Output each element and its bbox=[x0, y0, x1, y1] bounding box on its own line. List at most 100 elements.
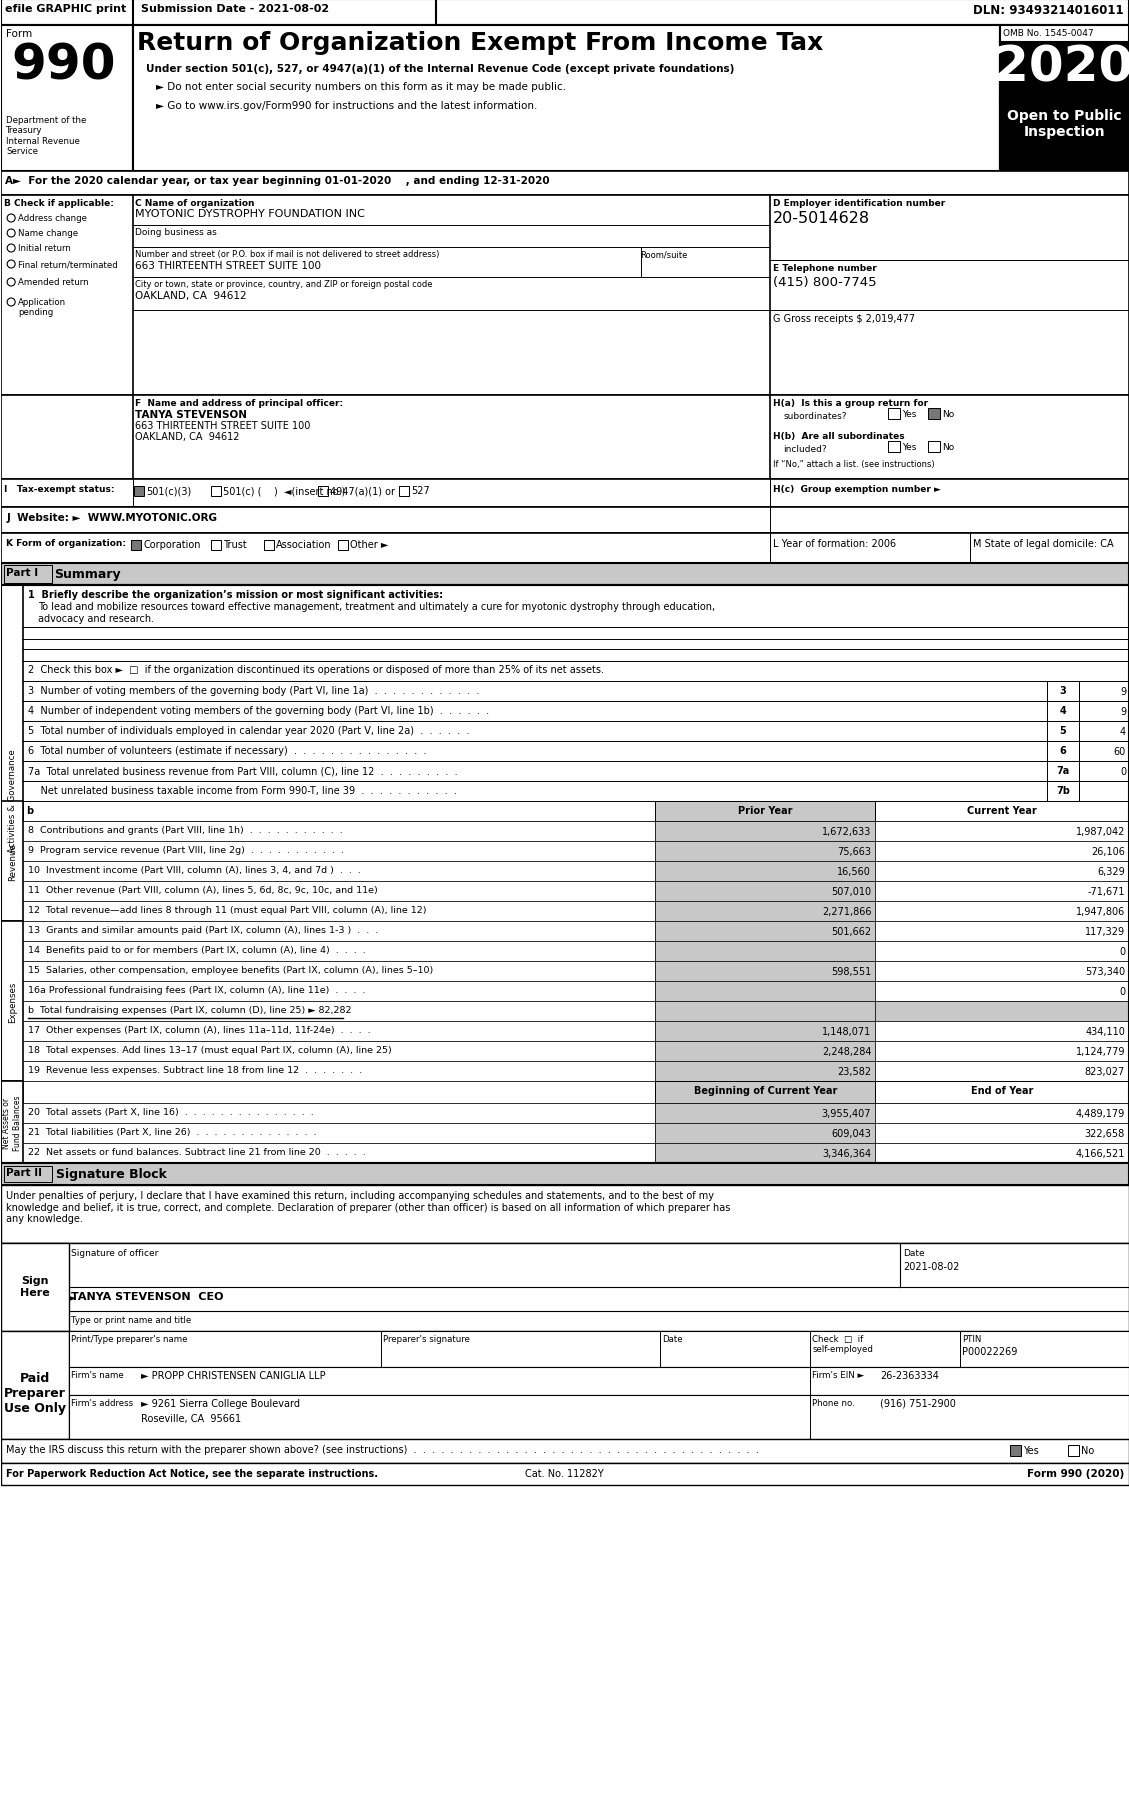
Bar bbox=[875, 1124, 1129, 1144]
Bar bbox=[1047, 681, 1079, 701]
Text: Application
pending: Application pending bbox=[18, 298, 67, 318]
Bar bbox=[1, 1464, 1129, 1485]
Bar bbox=[656, 1124, 875, 1144]
Bar bbox=[1079, 761, 1129, 782]
Text: 12  Total revenue—add lines 8 through 11 (must equal Part VIII, column (A), line: 12 Total revenue—add lines 8 through 11 … bbox=[28, 905, 427, 914]
Text: Address change: Address change bbox=[18, 213, 87, 222]
Text: Activities & Governance: Activities & Governance bbox=[8, 748, 17, 853]
Text: Form 990 (2020): Form 990 (2020) bbox=[1026, 1467, 1124, 1478]
Bar bbox=[24, 802, 1129, 822]
Text: Corporation: Corporation bbox=[143, 540, 201, 549]
Text: No: No bbox=[943, 443, 954, 452]
Text: L Year of formation: 2006: L Year of formation: 2006 bbox=[773, 538, 896, 549]
Text: Sign
Here: Sign Here bbox=[20, 1276, 50, 1297]
Text: Paid
Preparer
Use Only: Paid Preparer Use Only bbox=[5, 1372, 67, 1415]
Text: 3: 3 bbox=[1060, 685, 1067, 696]
Text: OAKLAND, CA  94612: OAKLAND, CA 94612 bbox=[135, 432, 239, 441]
Text: b  Total fundraising expenses (Part IX, column (D), line 25) ► 82,282: b Total fundraising expenses (Part IX, c… bbox=[28, 1005, 351, 1014]
Text: Print/Type preparer's name: Print/Type preparer's name bbox=[71, 1334, 187, 1343]
Text: 0: 0 bbox=[1120, 766, 1126, 777]
Text: Preparer's signature: Preparer's signature bbox=[383, 1334, 470, 1343]
Text: Net Assets or
Fund Balances: Net Assets or Fund Balances bbox=[2, 1095, 21, 1149]
Text: Yes: Yes bbox=[1023, 1446, 1039, 1455]
Text: 9: 9 bbox=[1120, 707, 1126, 717]
Text: 598,551: 598,551 bbox=[831, 967, 872, 976]
Text: Under section 501(c), 527, or 4947(a)(1) of the Internal Revenue Code (except pr: Under section 501(c), 527, or 4947(a)(1)… bbox=[146, 63, 734, 74]
Bar bbox=[24, 822, 656, 842]
Text: Submission Date - 2021-08-02: Submission Date - 2021-08-02 bbox=[141, 4, 330, 14]
Text: 990: 990 bbox=[11, 42, 115, 90]
Text: 1,672,633: 1,672,633 bbox=[822, 826, 872, 837]
Text: 75,663: 75,663 bbox=[838, 846, 872, 857]
Bar bbox=[1047, 782, 1079, 802]
Text: 501(c)(3): 501(c)(3) bbox=[146, 486, 191, 495]
Text: 9: 9 bbox=[1120, 687, 1126, 698]
Text: 2  Check this box ►  □  if the organization discontinued its operations or dispo: 2 Check this box ► □ if the organization… bbox=[28, 665, 604, 674]
Bar bbox=[928, 441, 940, 454]
Text: 10  Investment income (Part VIII, column (A), lines 3, 4, and 7d )  .  .  .: 10 Investment income (Part VIII, column … bbox=[28, 866, 361, 875]
Text: ►: ► bbox=[69, 1292, 77, 1301]
Text: 527: 527 bbox=[411, 486, 429, 495]
Text: ► PROPP CHRISTENSEN CANIGLIA LLP: ► PROPP CHRISTENSEN CANIGLIA LLP bbox=[141, 1370, 325, 1381]
Text: 3,955,407: 3,955,407 bbox=[822, 1108, 872, 1119]
Bar bbox=[69, 1332, 1129, 1368]
Bar bbox=[1, 1081, 24, 1164]
Text: Type or print name and title: Type or print name and title bbox=[71, 1315, 191, 1325]
Text: End of Year: End of Year bbox=[971, 1086, 1033, 1095]
Bar bbox=[656, 902, 875, 922]
Text: ► Go to www.irs.gov/Form990 for instructions and the latest information.: ► Go to www.irs.gov/Form990 for instruct… bbox=[156, 101, 537, 110]
Text: 823,027: 823,027 bbox=[1085, 1066, 1124, 1077]
Bar bbox=[133, 25, 1000, 172]
Text: b: b bbox=[26, 806, 33, 815]
Text: 23,582: 23,582 bbox=[837, 1066, 872, 1077]
Bar bbox=[1, 922, 24, 1081]
Text: 609,043: 609,043 bbox=[831, 1128, 872, 1138]
Text: 0: 0 bbox=[1119, 987, 1124, 996]
Text: TANYA STEVENSON: TANYA STEVENSON bbox=[135, 410, 247, 419]
Text: Prior Year: Prior Year bbox=[738, 806, 793, 815]
Bar bbox=[1000, 43, 1129, 99]
Text: 3  Number of voting members of the governing body (Part VI, line 1a)  .  .  .  .: 3 Number of voting members of the govern… bbox=[28, 685, 480, 696]
Bar bbox=[875, 882, 1129, 902]
Text: Yes: Yes bbox=[902, 410, 917, 419]
Text: Part II: Part II bbox=[6, 1167, 42, 1178]
Bar bbox=[656, 1144, 875, 1164]
Text: 8  Contributions and grants (Part VIII, line 1h)  .  .  .  .  .  .  .  .  .  .  : 8 Contributions and grants (Part VIII, l… bbox=[28, 826, 343, 835]
Text: 2,271,866: 2,271,866 bbox=[822, 907, 872, 916]
Text: Cat. No. 11282Y: Cat. No. 11282Y bbox=[525, 1467, 604, 1478]
Text: No: No bbox=[943, 410, 954, 419]
Bar bbox=[399, 486, 409, 497]
Bar bbox=[24, 941, 656, 961]
Text: Phone no.: Phone no. bbox=[813, 1399, 855, 1408]
Text: 26,106: 26,106 bbox=[1091, 846, 1124, 857]
Text: B Check if applicable:: B Check if applicable: bbox=[5, 199, 114, 208]
Bar bbox=[131, 540, 141, 551]
Text: Yes: Yes bbox=[902, 443, 917, 452]
Text: Under penalties of perjury, I declare that I have examined this return, includin: Under penalties of perjury, I declare th… bbox=[6, 1191, 730, 1223]
Text: 0: 0 bbox=[1119, 947, 1124, 956]
Text: 7b: 7b bbox=[1056, 786, 1070, 795]
Bar bbox=[24, 1041, 656, 1061]
Bar bbox=[134, 486, 145, 497]
Bar bbox=[24, 922, 656, 941]
Text: 2,248,284: 2,248,284 bbox=[822, 1046, 872, 1057]
Text: Department of the
Treasury
Internal Revenue
Service: Department of the Treasury Internal Reve… bbox=[6, 116, 87, 155]
Bar bbox=[24, 981, 656, 1001]
Bar bbox=[656, 941, 875, 961]
Bar bbox=[1079, 701, 1129, 721]
Text: Name change: Name change bbox=[18, 229, 78, 239]
Bar bbox=[211, 540, 221, 551]
Bar bbox=[875, 981, 1129, 1001]
Bar bbox=[875, 1041, 1129, 1061]
Bar bbox=[1, 0, 1129, 25]
Bar bbox=[24, 1061, 656, 1081]
Text: 1  Briefly describe the organization’s mission or most significant activities:: 1 Briefly describe the organization’s mi… bbox=[28, 589, 444, 600]
Bar bbox=[656, 961, 875, 981]
Bar bbox=[1, 533, 1129, 564]
Bar bbox=[1, 1164, 1129, 1185]
Text: 4947(a)(1) or: 4947(a)(1) or bbox=[330, 486, 395, 495]
Text: 9  Program service revenue (Part VIII, line 2g)  .  .  .  .  .  .  .  .  .  .  .: 9 Program service revenue (Part VIII, li… bbox=[28, 846, 344, 855]
Text: D Employer identification number: D Employer identification number bbox=[773, 199, 946, 208]
Text: 2020: 2020 bbox=[995, 43, 1129, 92]
Text: Amended return: Amended return bbox=[18, 278, 89, 287]
